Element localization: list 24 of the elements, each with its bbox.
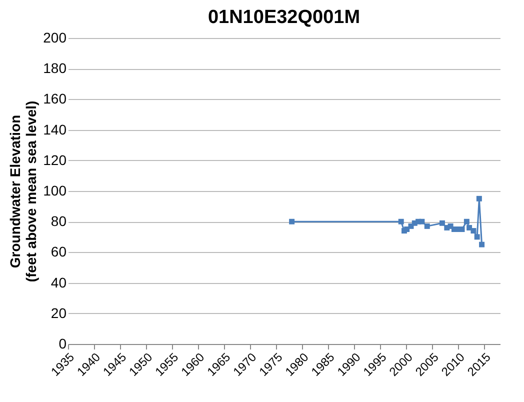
point — [476, 196, 482, 202]
y-tick-label: 100 — [43, 182, 67, 198]
y-tick-label: 200 — [43, 30, 67, 46]
y-tick-label: 180 — [43, 60, 67, 76]
point — [474, 234, 480, 240]
point — [479, 242, 485, 248]
y-tick-label: 20 — [50, 304, 67, 321]
point — [289, 218, 295, 224]
y-tick-label: 80 — [50, 213, 67, 230]
y-tick-label: 40 — [50, 274, 67, 290]
y-tick-label: 60 — [50, 244, 67, 260]
chart-title: 01N10E32Q001M — [208, 7, 360, 28]
point — [419, 218, 425, 224]
y-tick-label: 120 — [43, 152, 67, 168]
y-tick-label: 0 — [58, 336, 67, 352]
point — [424, 223, 430, 229]
y-axis-title: Groundwater Elevation (feet above mean sea level) — [7, 100, 40, 282]
point — [464, 218, 470, 224]
point — [439, 220, 445, 226]
y-tick-label: 160 — [43, 90, 67, 107]
point — [398, 218, 404, 224]
y-tick-label: 140 — [43, 121, 67, 138]
point — [470, 228, 476, 234]
point — [404, 226, 410, 232]
